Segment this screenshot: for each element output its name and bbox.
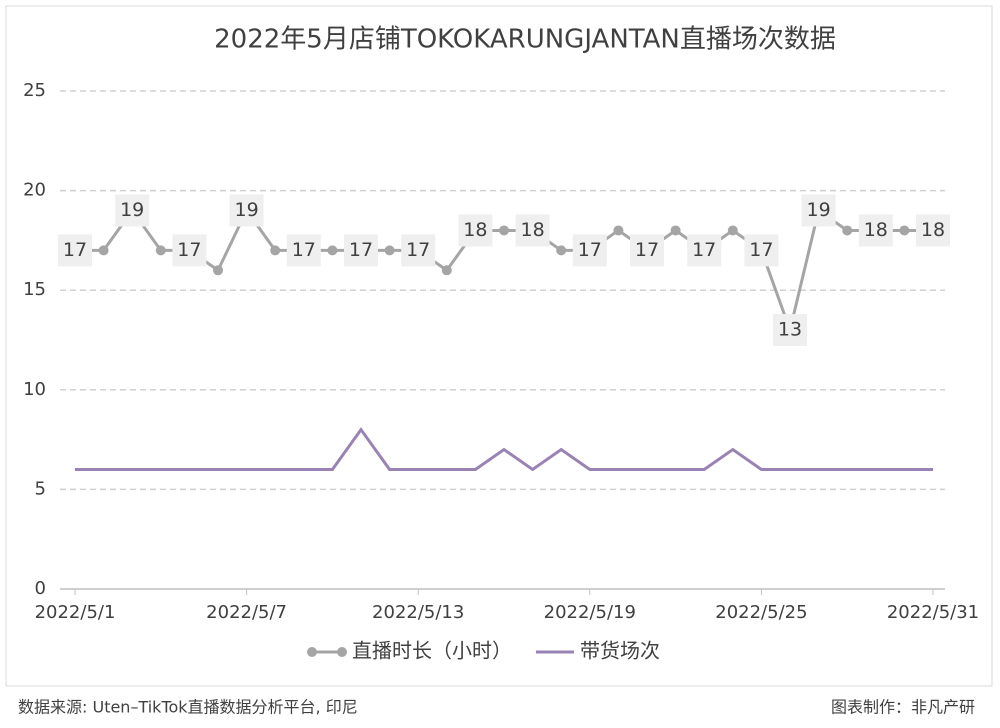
x-tick-label: 2022/5/19 [544,602,636,623]
x-tick-label: 2022/5/31 [887,602,979,623]
data-label: 18 [521,219,545,241]
y-tick-label: 15 [23,279,46,300]
y-tick-label: 20 [23,180,46,201]
data-label: 18 [921,219,945,241]
legend-label: 带货场次 [580,639,660,663]
point [441,265,452,276]
data-label: 17 [635,239,659,261]
source: 数据来源: Uten–TikTok直播数据分析平台, 印尼 [18,698,358,717]
data-label: 17 [692,239,716,261]
data-label: 19 [807,199,831,221]
data-label-bg [344,234,378,267]
data-label-bg [286,234,321,267]
data-label-bg [773,314,807,347]
data-label-bg [58,234,92,267]
series-line [75,427,933,472]
data-label-bg [172,234,207,267]
y-tick-label: 5 [35,478,46,499]
data-label: 13 [778,319,802,341]
point [727,225,738,236]
data-label-bg [801,194,836,227]
point [670,225,681,236]
chart-frame [5,5,993,687]
point [98,245,109,256]
data-label-bg [572,234,607,267]
data-label-bg [229,194,264,227]
data-label: 17 [63,239,87,261]
y-tick-label: 0 [35,578,46,599]
data-label: 18 [864,219,888,241]
point [270,245,281,256]
data-label: 19 [120,199,144,221]
legend-label: 直播时长（小时） [352,639,512,663]
point [155,245,166,256]
data-label-bg [630,234,664,267]
data-label: 17 [578,239,602,261]
point [842,225,853,236]
data-label: 17 [177,239,201,261]
data-label-bg [687,234,722,267]
data-label: 17 [406,239,430,261]
point [556,245,567,256]
data-label-bg [916,214,950,247]
data-label-bg [744,234,779,267]
data-label: 18 [463,219,487,241]
y-tick-label: 10 [23,379,46,400]
point [384,245,395,256]
point [327,245,338,256]
point [613,225,624,236]
point [499,225,509,236]
chart-title: 2022年5月店铺TOKOKARUNGJANTAN直播场次数据 [214,25,836,55]
data-label-bg [401,234,436,267]
point [899,225,910,236]
data-label-bg [515,214,550,247]
legend-marker [337,647,347,657]
data-label-bg [858,214,893,247]
credit: 图表制作：非凡产研 [831,698,975,717]
data-label: 19 [235,199,259,221]
data-label: 17 [292,239,316,261]
data-label-bg [458,214,493,247]
y-tick-label: 25 [23,80,46,101]
data-label: 17 [749,239,773,261]
x-tick-label: 2022/5/7 [206,602,287,623]
x-tick-label: 2022/5/25 [715,602,807,623]
data-label-bg [115,194,150,227]
x-tick-label: 2022/5/1 [35,602,116,623]
point [213,265,223,276]
x-tick-label: 2022/5/13 [372,602,464,623]
data-label: 17 [349,239,373,261]
legend-marker [307,647,317,657]
